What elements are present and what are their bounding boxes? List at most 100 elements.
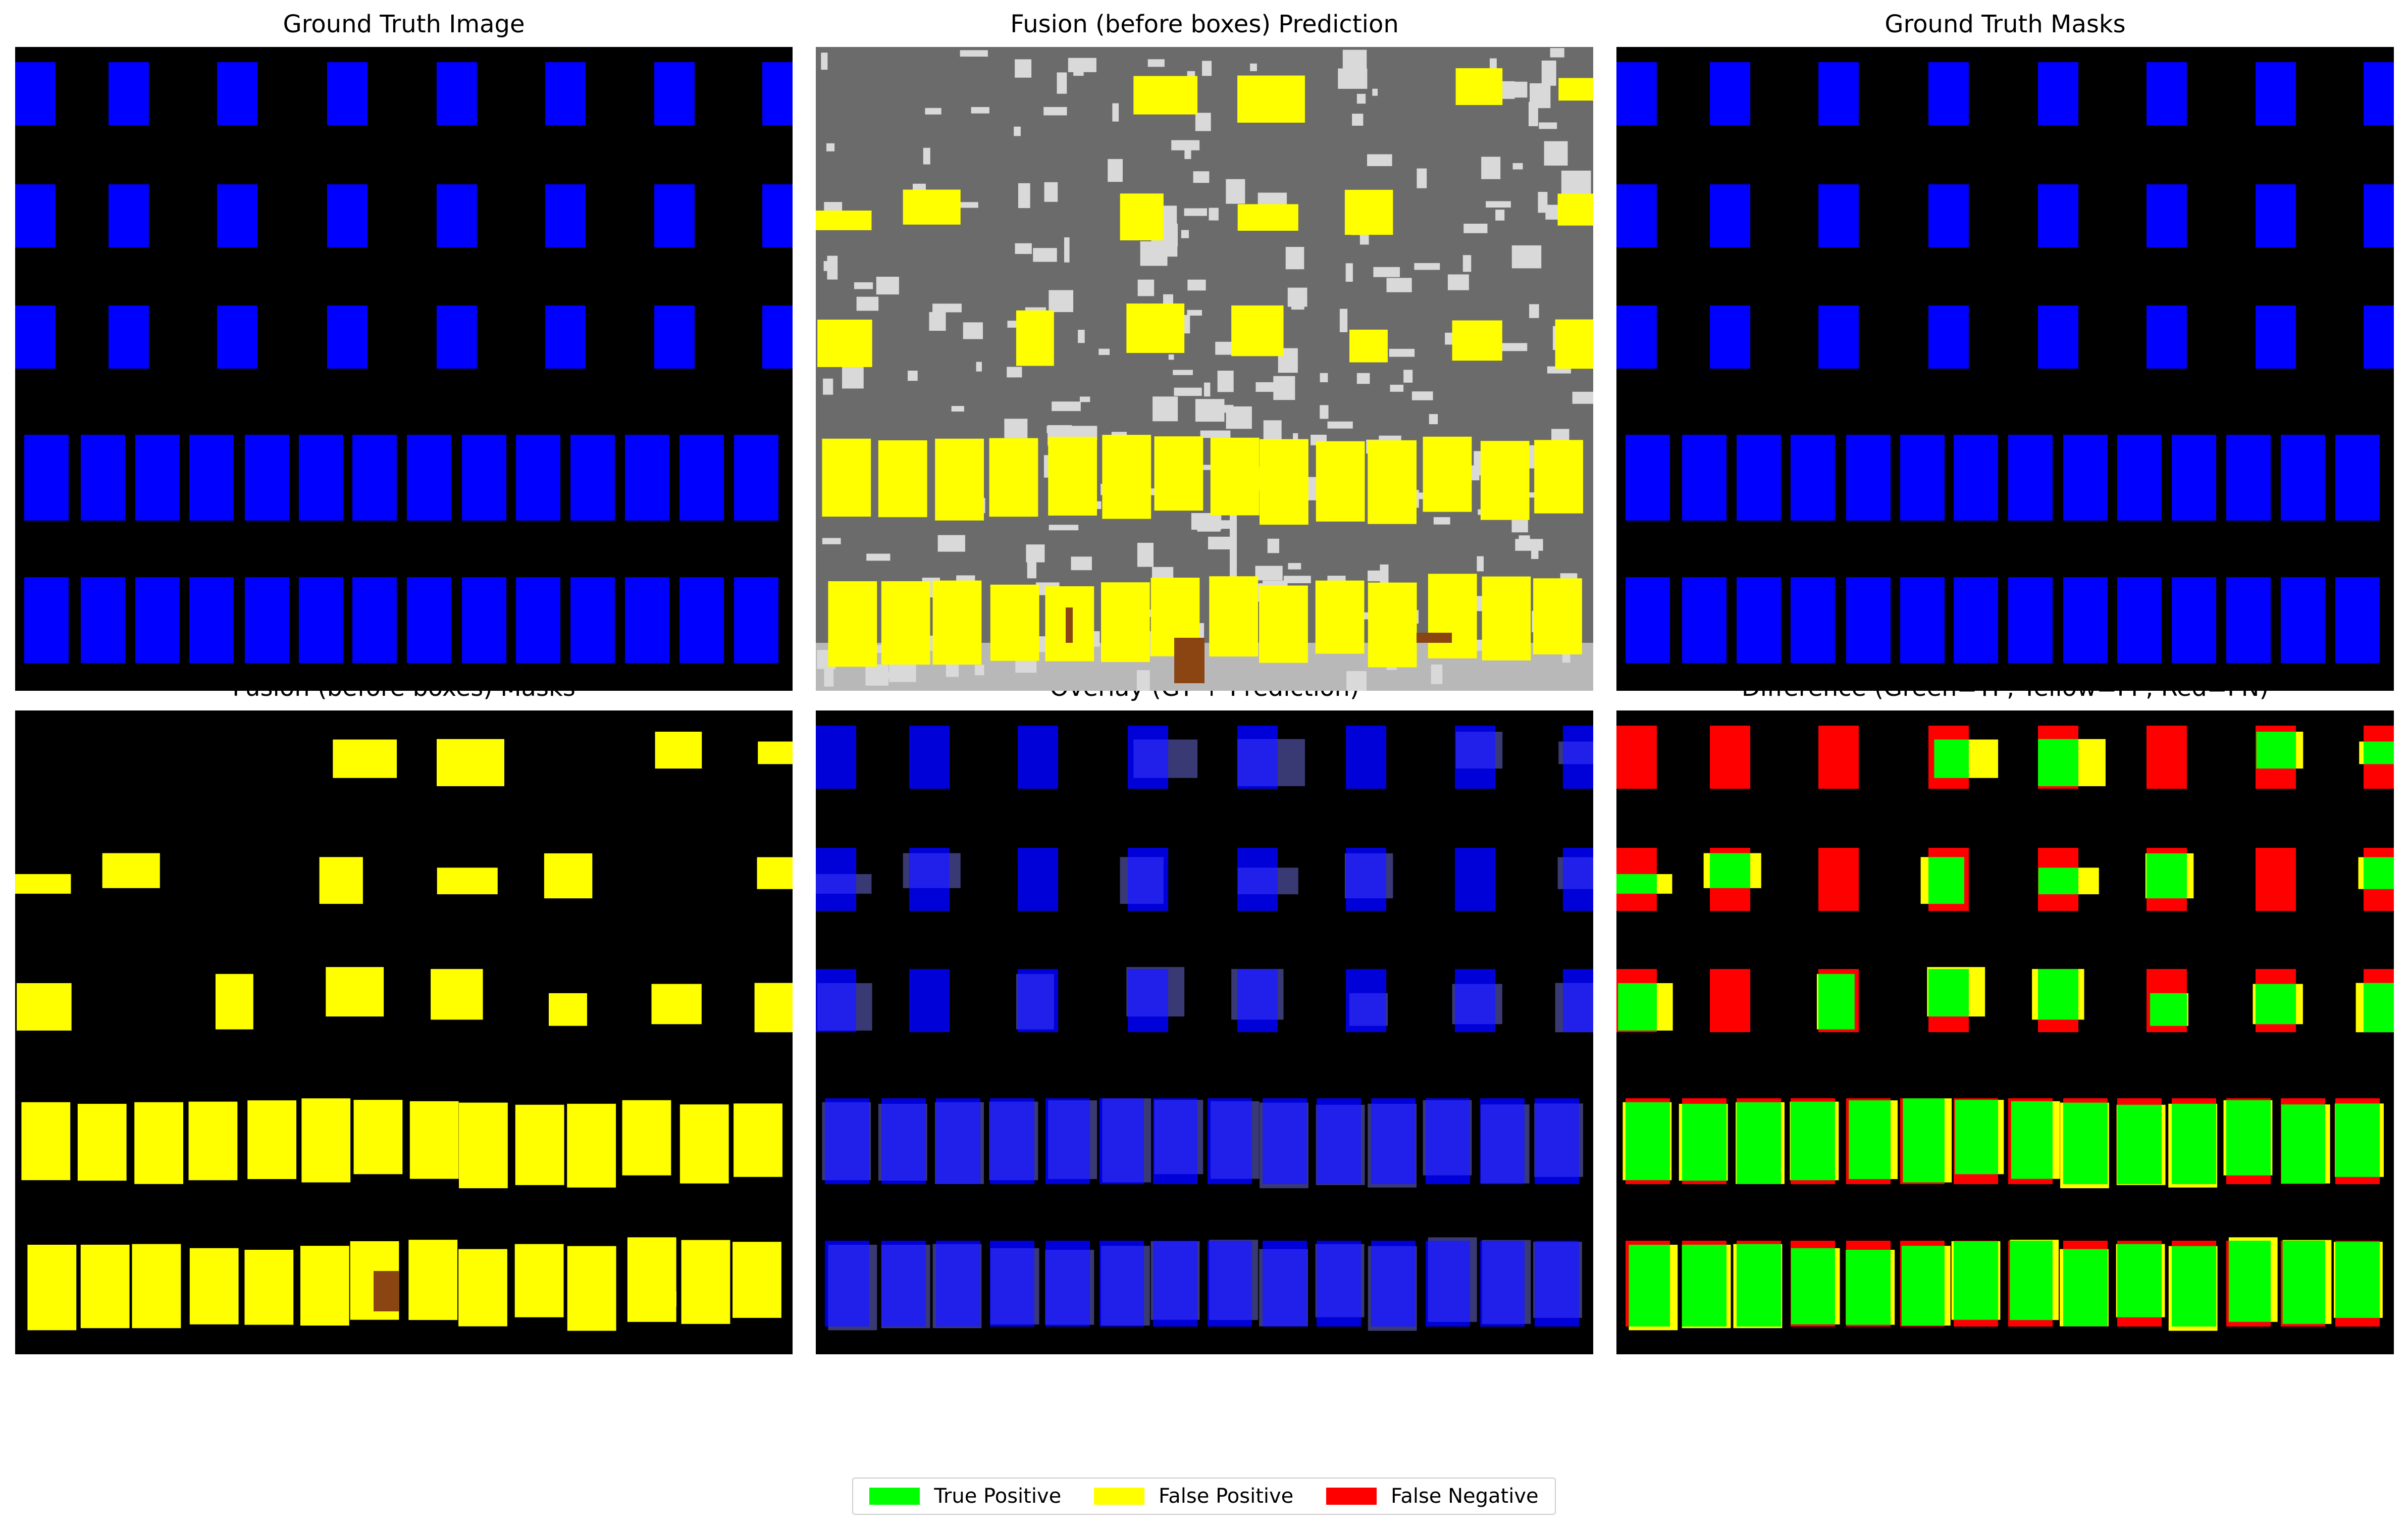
overlap-region xyxy=(1315,1244,1365,1317)
gt-building xyxy=(1237,969,1278,1032)
noise-patch xyxy=(1386,278,1412,292)
gt-building xyxy=(734,577,778,663)
gt-building xyxy=(1128,848,1168,911)
noise-patch xyxy=(1481,157,1501,179)
predicted-building xyxy=(1428,574,1477,658)
noise-patch xyxy=(932,303,962,313)
overlap-region xyxy=(1428,1237,1477,1322)
predicted-building xyxy=(1533,578,1582,654)
panel-difference xyxy=(1616,710,2394,1354)
gt-building xyxy=(109,62,149,125)
noise-patch xyxy=(1367,154,1392,166)
predicted-building xyxy=(1133,76,1198,115)
predicted-building xyxy=(1237,75,1305,123)
noise-patch xyxy=(1372,88,1378,96)
predicted-building xyxy=(1423,436,1472,512)
noise-patch xyxy=(1195,399,1225,422)
gt-building xyxy=(1928,184,1969,247)
predicted-building xyxy=(681,1240,730,1324)
true-positive xyxy=(1710,853,1750,888)
noise-patch xyxy=(1226,406,1252,429)
noise-patch xyxy=(1531,547,1539,559)
predicted-building xyxy=(247,1100,297,1180)
overlap-region xyxy=(1048,1100,1097,1180)
gt-building xyxy=(1818,184,1859,247)
noise-patch xyxy=(1209,208,1219,221)
overlap-region xyxy=(1482,1240,1531,1324)
gt-building xyxy=(2281,577,2325,663)
gt-building xyxy=(217,62,257,125)
noise-patch xyxy=(1541,60,1556,86)
panel-title-gt-image: Ground Truth Image xyxy=(283,10,525,38)
gt-building xyxy=(1791,577,1835,663)
predicted-building xyxy=(1316,441,1365,522)
gt-building xyxy=(1208,1098,1252,1184)
noise-patch xyxy=(1403,370,1413,383)
noise-patch xyxy=(1519,535,1530,544)
gt-building xyxy=(437,184,477,247)
overlap-region xyxy=(828,1245,877,1331)
noise-patch xyxy=(1181,230,1189,238)
noise-patch xyxy=(1433,517,1450,525)
noise-patch xyxy=(929,312,946,331)
predicted-building xyxy=(17,983,72,1031)
gt-building xyxy=(1371,1098,1416,1184)
gt-building xyxy=(909,848,950,911)
gt-building xyxy=(570,577,615,663)
gt-building xyxy=(217,184,257,247)
predicted-building xyxy=(1558,78,1593,101)
gt-building xyxy=(816,969,856,1032)
noise-patch xyxy=(1486,201,1511,208)
noise-patch xyxy=(1064,237,1070,263)
noise-patch xyxy=(1417,168,1427,188)
overlap-region xyxy=(1231,969,1284,1020)
legend-label-fn: False Negative xyxy=(1391,1485,1539,1508)
predicted-building xyxy=(1102,435,1151,519)
predicted-building xyxy=(77,1103,127,1181)
overlap-region xyxy=(1368,1246,1417,1331)
gt-building xyxy=(1616,306,1657,369)
predicted-building xyxy=(1154,436,1203,511)
predicted-building xyxy=(1557,193,1593,226)
noise-patch xyxy=(1414,263,1440,270)
gt-building xyxy=(625,435,669,521)
legend-swatch-fn xyxy=(1326,1488,1377,1505)
gt-building xyxy=(2335,577,2380,663)
gt-building xyxy=(352,435,397,521)
true-positive xyxy=(1737,1244,1781,1327)
predicted-building xyxy=(300,1246,349,1326)
overlap-region xyxy=(881,1244,930,1329)
noise-patch xyxy=(1356,93,1366,104)
noise-patch xyxy=(1078,330,1085,343)
predicted-building xyxy=(515,1104,564,1185)
overlap-region xyxy=(1209,1240,1259,1320)
noise-patch xyxy=(1203,382,1211,397)
gt-building xyxy=(1018,726,1058,789)
gt-building xyxy=(1954,577,1998,663)
noise-patch xyxy=(826,143,835,151)
gt-building xyxy=(1535,1241,1579,1327)
noise-patch xyxy=(1528,101,1538,126)
gt-building xyxy=(762,62,793,125)
noise-patch xyxy=(1267,538,1279,553)
true-positive xyxy=(2172,1246,2216,1327)
gt-building xyxy=(245,577,289,663)
gt-building xyxy=(1626,577,1670,663)
gt-building xyxy=(1263,1241,1307,1327)
noise-patch xyxy=(1320,373,1328,382)
overlap-region xyxy=(1154,1100,1203,1175)
gt-building xyxy=(545,62,586,125)
gt-building xyxy=(2256,62,2296,125)
gt-building xyxy=(109,306,149,369)
gt-building xyxy=(1480,1241,1525,1327)
predicted-building xyxy=(1368,582,1417,668)
gt-building xyxy=(1346,726,1386,789)
gt-building xyxy=(545,184,586,247)
predicted-building xyxy=(1016,310,1054,366)
true-positive xyxy=(1629,1245,1670,1327)
noise-patch xyxy=(1512,163,1523,170)
legend: True Positive False Positive False Negat… xyxy=(852,1478,1556,1515)
predicted-building xyxy=(544,853,593,899)
gt-building xyxy=(936,1098,980,1184)
brown-patch xyxy=(374,1271,399,1311)
